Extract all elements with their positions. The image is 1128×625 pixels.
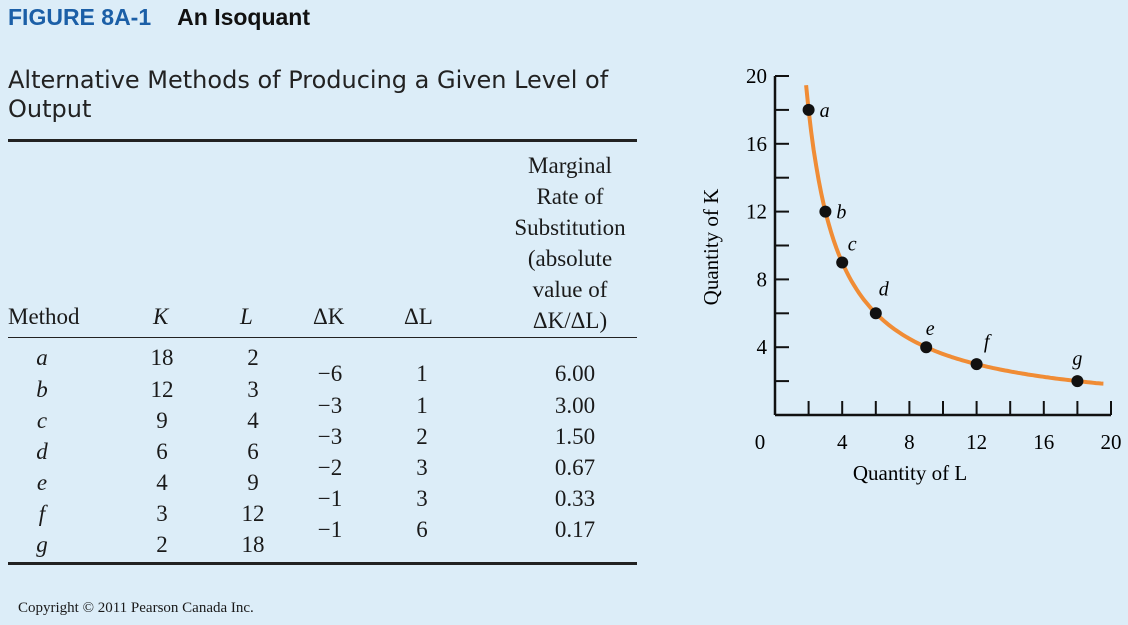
y-tick-label: 8 xyxy=(757,267,768,291)
x-tick-label: 0 xyxy=(755,430,766,454)
change-mrs: 0.67 xyxy=(554,455,596,480)
change-delta-l: 2 xyxy=(416,424,428,449)
change-delta-l: 3 xyxy=(416,486,428,511)
change-delta-k: −1 xyxy=(317,486,343,511)
point-c xyxy=(836,256,849,269)
point-f xyxy=(970,358,983,371)
point-label-e: e xyxy=(926,318,935,340)
x-tick-label: 4 xyxy=(837,430,848,454)
mrs-header-line: value of xyxy=(532,277,608,302)
row-method: a xyxy=(36,345,48,370)
isoquant-curve xyxy=(804,84,1104,386)
header-l: L xyxy=(240,304,253,329)
point-label-b: b xyxy=(836,202,846,224)
header-k: K xyxy=(153,304,169,329)
point-label-d: d xyxy=(879,278,890,300)
header-method: Method xyxy=(8,304,80,329)
row-k: 4 xyxy=(156,470,168,495)
row-l: 4 xyxy=(247,408,259,433)
mrs-header-line: Rate of xyxy=(536,184,604,209)
header-delta-l: ΔL xyxy=(404,304,433,329)
row-k: 18 xyxy=(150,345,174,370)
mrs-header: Marginal Rate of Substitution (absolute … xyxy=(470,150,670,336)
y-axis-label: Quantity of K xyxy=(699,189,723,306)
change-delta-l: 1 xyxy=(416,361,428,386)
row-method: c xyxy=(36,408,48,433)
change-delta-k: −2 xyxy=(317,455,343,480)
figure-header: FIGURE 8A-1 An Isoquant xyxy=(8,4,310,31)
header-rule xyxy=(8,337,637,338)
point-label-c: c xyxy=(848,233,857,255)
change-delta-k: −3 xyxy=(317,393,343,418)
point-label-f: f xyxy=(984,331,992,353)
row-k: 2 xyxy=(156,532,168,557)
table-bottom-rule xyxy=(8,562,637,565)
change-mrs: 0.17 xyxy=(554,517,596,542)
change-mrs: 0.33 xyxy=(554,486,596,511)
x-tick-label: 12 xyxy=(966,430,987,454)
x-tick-label: 20 xyxy=(1101,430,1122,454)
row-method: f xyxy=(38,501,46,526)
row-k: 3 xyxy=(156,501,168,526)
row-l: 18 xyxy=(241,532,265,557)
header-delta-k: ΔK xyxy=(313,304,345,329)
change-delta-l: 6 xyxy=(416,517,428,542)
change-mrs: 6.00 xyxy=(554,361,596,386)
row-l: 2 xyxy=(247,345,259,370)
point-b xyxy=(819,205,832,218)
figure-label: FIGURE 8A-1 xyxy=(8,4,152,30)
row-l: 12 xyxy=(241,501,265,526)
x-tick-label: 16 xyxy=(1033,430,1054,454)
copyright-notice: Copyright © 2011 Pearson Canada Inc. xyxy=(18,600,254,616)
point-a xyxy=(802,103,815,116)
row-k: 9 xyxy=(156,408,168,433)
change-delta-k: −3 xyxy=(317,424,343,449)
mrs-header-line: ΔK/ΔL) xyxy=(532,308,608,333)
point-label-g: g xyxy=(1072,348,1082,370)
mrs-header-line: Marginal xyxy=(528,153,612,178)
mrs-header-line: (absolute xyxy=(527,246,613,271)
row-l: 9 xyxy=(247,470,259,495)
row-method: g xyxy=(36,532,48,557)
point-label-a: a xyxy=(820,100,830,122)
y-tick-label: 16 xyxy=(746,132,767,156)
row-l: 3 xyxy=(247,377,259,402)
row-method: e xyxy=(36,470,48,495)
point-g xyxy=(1071,375,1084,388)
row-k: 6 xyxy=(156,439,168,464)
x-axis-label: Quantity of L xyxy=(853,461,967,485)
change-delta-k: −1 xyxy=(317,517,343,542)
change-mrs: 1.50 xyxy=(554,424,596,449)
row-method: b xyxy=(36,377,48,402)
y-tick-label: 4 xyxy=(757,335,768,359)
y-tick-label: 20 xyxy=(746,64,767,88)
x-tick-label: 8 xyxy=(904,430,915,454)
chart-ticks: 0 4 8 12 16 20 4 8 12 16 20 xyxy=(746,64,1122,454)
change-delta-k: −6 xyxy=(317,361,343,386)
y-tick-label: 12 xyxy=(746,200,767,224)
row-k: 12 xyxy=(150,377,174,402)
row-l: 6 xyxy=(247,439,259,464)
change-mrs: 3.00 xyxy=(554,393,596,418)
point-d xyxy=(869,307,882,320)
point-e xyxy=(920,341,933,354)
figure-title: An Isoquant xyxy=(177,4,311,30)
mrs-header-line: Substitution xyxy=(514,215,626,240)
table-top-rule xyxy=(8,139,637,142)
change-delta-l: 3 xyxy=(416,455,428,480)
table-subtitle: Alternative Methods of Producing a Given… xyxy=(8,66,609,123)
chart-points: a bc d e f g xyxy=(802,100,1084,388)
change-delta-l: 1 xyxy=(416,393,428,418)
row-method: d xyxy=(36,439,48,464)
